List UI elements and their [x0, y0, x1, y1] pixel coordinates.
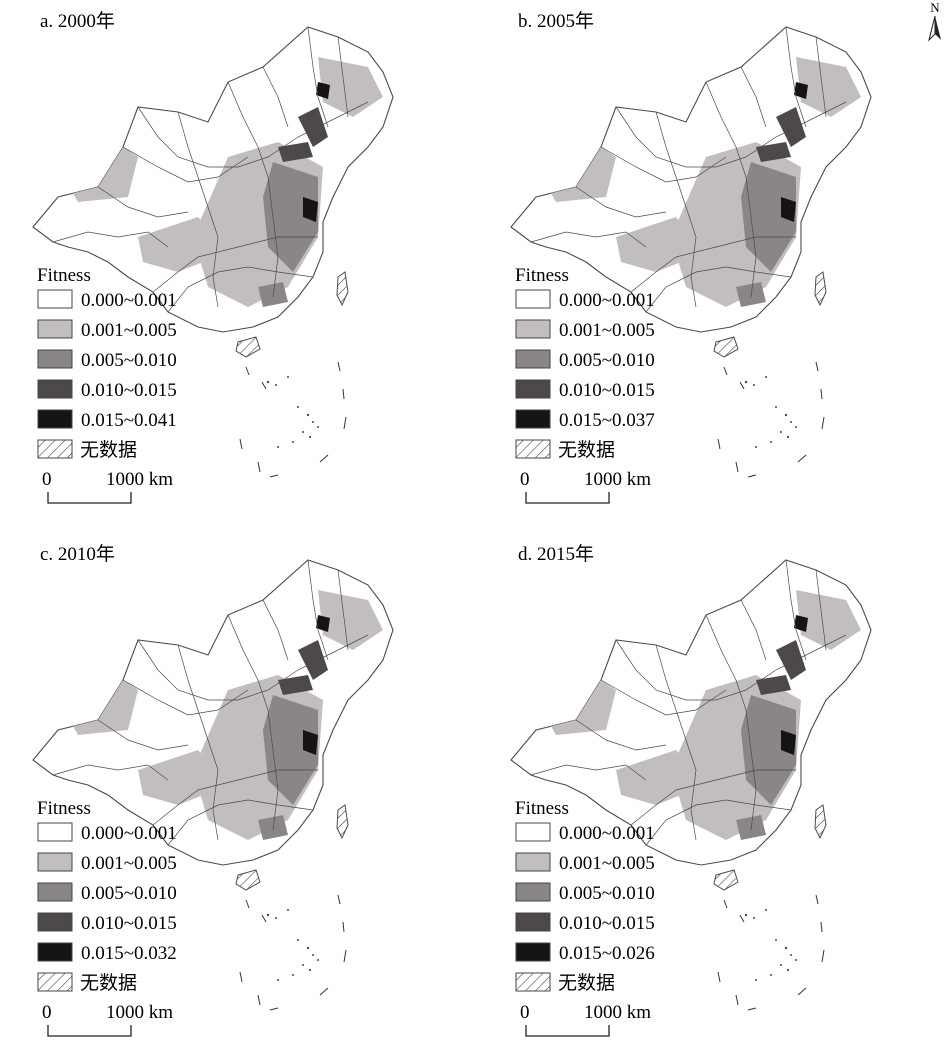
legend-swatch: [37, 852, 73, 872]
scale-bar: 0 1000 km: [520, 469, 651, 504]
scale-line: [47, 1025, 132, 1037]
scale-line: [525, 1025, 610, 1037]
legend-label: 0.000~0.001: [81, 290, 177, 311]
legend-swatch: [37, 912, 73, 932]
legend-swatch: [515, 289, 551, 309]
legend-swatch: [37, 942, 73, 962]
scale-line: [525, 492, 610, 504]
legend-label: 0.005~0.010: [81, 883, 177, 904]
scale-end-label: 1000 km: [106, 469, 173, 490]
north-label: N: [930, 0, 940, 15]
legend-label: 0.001~0.005: [81, 853, 177, 874]
legend-swatch: [37, 289, 73, 309]
legend-swatch-nodata: [37, 972, 73, 992]
legend-title: Fitness: [37, 265, 91, 286]
legend-swatch: [515, 942, 551, 962]
legend-title: Fitness: [515, 265, 569, 286]
legend-label: 无数据: [80, 439, 137, 461]
legend-label: 0.000~0.001: [559, 290, 655, 311]
legend-label: 0.000~0.001: [559, 823, 655, 844]
legend-label: 0.000~0.001: [81, 823, 177, 844]
legend-label: 0.005~0.010: [559, 883, 655, 904]
panel-title: a. 2000年: [40, 10, 115, 32]
scale-start-label: 0: [42, 1002, 52, 1023]
legend-title: Fitness: [515, 798, 569, 819]
map-panel: a. 2000年 Fitness 0.000~0.001 0.001~0.005 0.0…: [33, 10, 393, 504]
legend-swatch-nodata: [37, 439, 73, 459]
panel-title: d. 2015年: [518, 543, 594, 565]
legend-swatch: [515, 379, 551, 399]
legend-swatch-nodata: [515, 972, 551, 992]
scale-bar: 0 1000 km: [520, 1002, 651, 1037]
scale-start-label: 0: [520, 469, 530, 490]
north-arrow: N: [928, 0, 941, 42]
legend-swatch: [515, 319, 551, 339]
scale-end-label: 1000 km: [584, 469, 651, 490]
legend-label: 无数据: [80, 972, 137, 994]
legend-label: 0.010~0.015: [81, 380, 177, 401]
legend-swatch: [37, 882, 73, 902]
legend-swatch: [515, 349, 551, 369]
legend-label: 0.010~0.015: [559, 380, 655, 401]
legend-label: 0.001~0.005: [559, 320, 655, 341]
panel-title: c. 2010年: [40, 543, 115, 565]
legend-label: 0.005~0.010: [559, 350, 655, 371]
scale-end-label: 1000 km: [584, 1002, 651, 1023]
scale-bar: 0 1000 km: [42, 469, 173, 504]
legend-swatch: [515, 822, 551, 842]
panel-title: b. 2005年: [518, 10, 594, 32]
scale-line: [47, 492, 132, 504]
legend-swatch: [37, 349, 73, 369]
legend-label: 0.001~0.005: [81, 320, 177, 341]
map-panel: d. 2015年 Fitness 0.000~0.001 0.001~0.005 0.0…: [511, 543, 871, 1037]
legend-swatch: [37, 409, 73, 429]
legend-swatch: [515, 912, 551, 932]
scale-end-label: 1000 km: [106, 1002, 173, 1023]
legend-swatch: [37, 822, 73, 842]
legend-swatch: [37, 319, 73, 339]
legend-label: 0.015~0.032: [81, 943, 177, 964]
legend-label: 0.001~0.005: [559, 853, 655, 874]
scale-start-label: 0: [42, 469, 52, 490]
map-panel: c. 2010年 Fitness 0.000~0.001 0.001~0.005 0.0…: [33, 543, 393, 1037]
legend-swatch: [515, 409, 551, 429]
legend-label: 0.005~0.010: [81, 350, 177, 371]
legend-title: Fitness: [37, 798, 91, 819]
legend-label: 0.015~0.037: [559, 410, 655, 431]
legend-swatch: [37, 379, 73, 399]
legend-swatch: [515, 882, 551, 902]
legend-label: 无数据: [558, 439, 615, 461]
legend-label: 0.015~0.026: [559, 943, 655, 964]
legend-label: 0.015~0.041: [81, 410, 177, 431]
scale-bar: 0 1000 km: [42, 1002, 173, 1037]
legend-label: 0.010~0.015: [559, 913, 655, 934]
legend-label: 0.010~0.015: [81, 913, 177, 934]
legend-swatch: [515, 852, 551, 872]
legend-swatch-nodata: [515, 439, 551, 459]
scale-start-label: 0: [520, 1002, 530, 1023]
legend-label: 无数据: [558, 972, 615, 994]
map-panel: b. 2005年 Fitness 0.000~0.001 0.001~0.005 0.0…: [511, 10, 871, 504]
